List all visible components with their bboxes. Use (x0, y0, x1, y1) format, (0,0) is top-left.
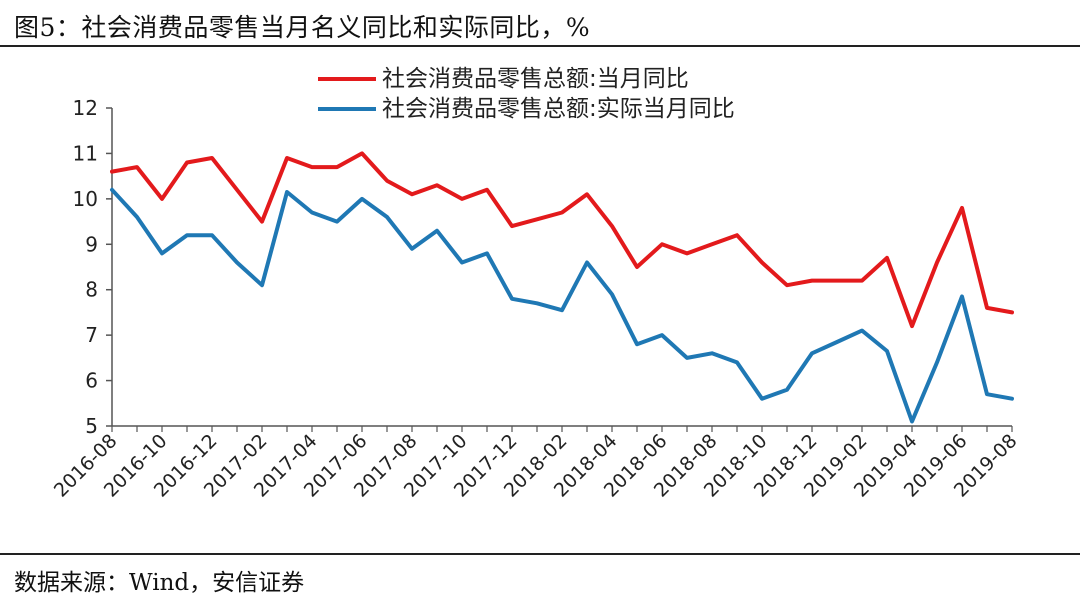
y-tick-label: 9 (85, 232, 98, 256)
y-tick-label: 7 (85, 323, 98, 347)
source-note: 数据来源：Wind，安信证券 (14, 570, 305, 596)
y-tick-label: 10 (73, 187, 98, 211)
y-tick-label: 12 (73, 96, 98, 120)
y-tick-label: 5 (85, 414, 98, 438)
source-rule (0, 553, 1080, 555)
chart-title: 图5：社会消费品零售当月名义同比和实际同比，% (14, 13, 591, 42)
y-tick-label: 6 (85, 369, 98, 393)
y-tick-label: 11 (73, 141, 98, 165)
series-layer (110, 151, 1014, 424)
chart-axes: 567891011122016-082016-102016-122017-022… (50, 96, 1022, 502)
legend-label: 社会消费品零售总额:实际当月同比 (382, 96, 735, 122)
y-tick-label: 8 (85, 278, 98, 302)
nominal-yoy-line (110, 151, 1014, 329)
title-rule (0, 45, 1080, 47)
real-yoy-line (110, 187, 1014, 424)
legend-label: 社会消费品零售总额:当月同比 (382, 66, 689, 92)
